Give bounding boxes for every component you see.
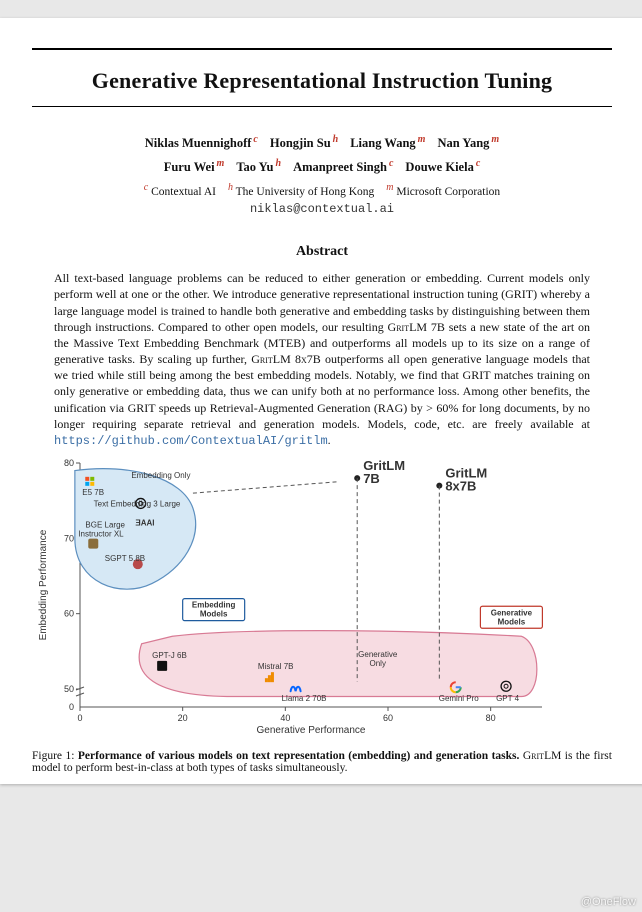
svg-text:0: 0 — [77, 713, 82, 723]
svg-text:Generative: Generative — [358, 650, 398, 659]
author-name: Nan Yangm — [437, 131, 499, 155]
svg-text:Embedding Performance: Embedding Performance — [38, 529, 49, 640]
svg-text:E5 7B: E5 7B — [82, 488, 104, 497]
svg-text:GPT-J 6B: GPT-J 6B — [152, 651, 187, 660]
svg-text:50: 50 — [64, 684, 74, 694]
svg-text:Gemini Pro: Gemini Pro — [439, 694, 480, 703]
contact-email: niklas@contextual.ai — [32, 202, 612, 216]
caption-lead: Figure 1: — [32, 750, 78, 762]
affil-marker: m — [489, 134, 499, 145]
svg-text:80: 80 — [486, 713, 496, 723]
svg-text:Instructor XL: Instructor XL — [78, 530, 124, 539]
gritlm-8x7b-sc: GritLM 8x7B — [251, 352, 321, 366]
svg-text:40: 40 — [280, 713, 290, 723]
affiliation: m Microsoft Corporation — [386, 186, 500, 198]
svg-text:60: 60 — [383, 713, 393, 723]
svg-text:SGPT 5.8B: SGPT 5.8B — [105, 554, 145, 563]
affil-marker: c — [474, 158, 480, 169]
svg-text:Generative: Generative — [491, 608, 533, 617]
author-name: Niklas Muennighoffc — [145, 131, 258, 155]
svg-text:60: 60 — [64, 609, 74, 619]
svg-text:Generative Performance: Generative Performance — [257, 725, 366, 736]
figure-1: 0 20 40 60 80 0 50 60 70 80 Generative Performance… — [32, 457, 612, 774]
caption-bold: Performance of various models on text re… — [78, 750, 520, 762]
author-name: Amanpreet Singhc — [293, 155, 393, 179]
svg-text:Embedding Only: Embedding Only — [131, 471, 190, 480]
abstract-text: All text-based language problems can be … — [54, 270, 590, 449]
code-link[interactable]: https://github.com/ContextualAI/gritlm — [54, 434, 328, 448]
svg-text:7B: 7B — [363, 471, 380, 486]
svg-text:20: 20 — [178, 713, 188, 723]
author-name: Liang Wangm — [350, 131, 425, 155]
affil-marker: h — [331, 134, 339, 145]
top-rule — [32, 48, 612, 50]
affiliations: c Contextual AI h The University of Hong … — [32, 182, 612, 198]
svg-text:0: 0 — [69, 702, 74, 712]
svg-text:Embedding: Embedding — [192, 601, 236, 610]
affil-marker: c — [387, 158, 393, 169]
abstract-heading: Abstract — [32, 244, 612, 260]
svg-text:Models: Models — [200, 610, 228, 619]
abstract-period: . — [328, 433, 331, 447]
svg-text:Llama 2 70B: Llama 2 70B — [282, 694, 327, 703]
svg-text:ƎAAI: ƎAAI — [135, 519, 154, 528]
caption-sc: GritLM — [523, 750, 561, 762]
affil-marker: m — [416, 134, 426, 145]
svg-text:80: 80 — [64, 458, 74, 468]
svg-text:8x7B: 8x7B — [445, 479, 476, 494]
svg-text:Text Embedding 3 Large: Text Embedding 3 Large — [94, 500, 181, 509]
affiliation: c Contextual AI — [144, 186, 216, 198]
paper-page: Generative Representational Instruction … — [0, 18, 642, 784]
affiliation: h The University of Hong Kong — [228, 186, 374, 198]
affil-marker: m — [215, 158, 225, 169]
author-name: Hongjin Suh — [270, 131, 338, 155]
affil-marker: h — [274, 158, 282, 169]
paper-title: Generative Representational Instruction … — [32, 68, 612, 94]
svg-text:Only: Only — [370, 659, 386, 668]
gritlm-7b-sc: GritLM 7B — [388, 320, 445, 334]
figure-1-caption: Figure 1: Performance of various models … — [32, 750, 612, 774]
author-name: Tao Yuh — [236, 155, 281, 179]
svg-text:70: 70 — [64, 534, 74, 544]
author-block: Niklas Muennighoffc Hongjin Suh Liang Wang… — [32, 131, 612, 178]
svg-text:GPT 4: GPT 4 — [496, 694, 520, 703]
author-name: Furu Weim — [164, 155, 225, 179]
figure-1-svg: 0 20 40 60 80 0 50 60 70 80 Generative Performance… — [32, 457, 552, 737]
svg-text:BGE Large: BGE Large — [85, 521, 125, 530]
authors-line-1: Niklas Muennighoffc Hongjin Suh Liang Wang… — [32, 131, 612, 155]
affil-marker: c — [251, 134, 257, 145]
watermark: @OneFlow — [581, 896, 636, 908]
svg-text:Mistral 7B: Mistral 7B — [258, 662, 294, 671]
title-underline — [32, 106, 612, 107]
author-name: Douwe Kielac — [405, 155, 480, 179]
authors-line-2: Furu Weim Tao Yuh Amanpreet Singhc Douwe Ki… — [32, 155, 612, 179]
svg-text:Models: Models — [498, 617, 526, 626]
